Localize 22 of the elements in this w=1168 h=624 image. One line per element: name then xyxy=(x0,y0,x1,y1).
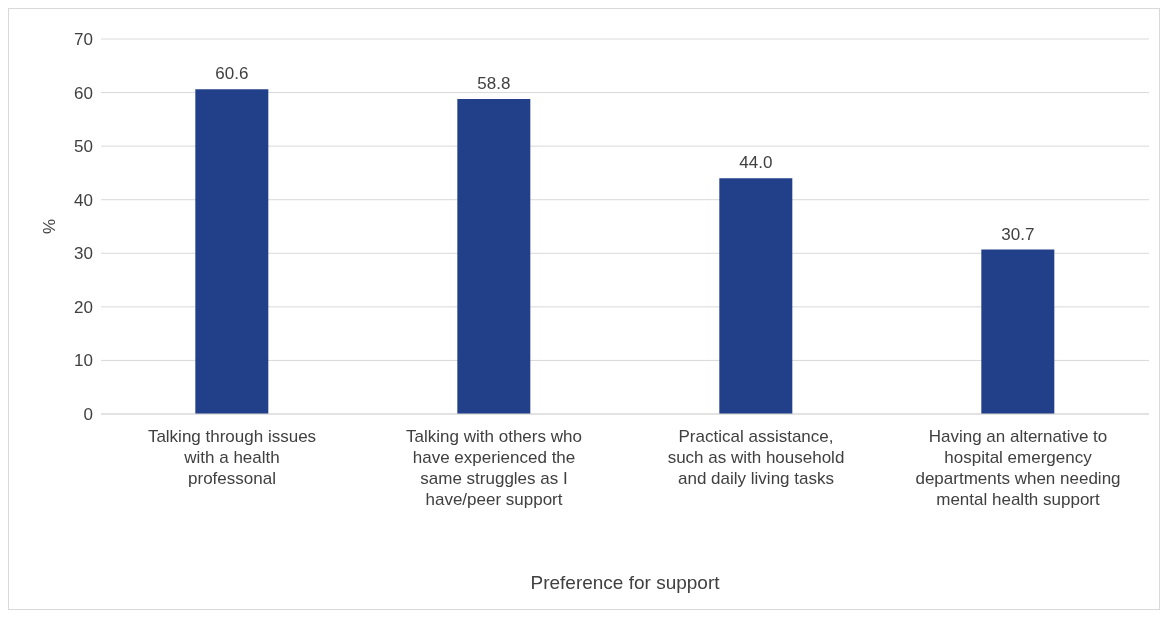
data-label: 60.6 xyxy=(215,64,249,84)
y-tick-label: 0 xyxy=(83,405,93,425)
y-tick-label: 40 xyxy=(74,190,93,210)
bar xyxy=(719,178,793,414)
y-tick-label: 20 xyxy=(74,297,93,317)
data-label: 44.0 xyxy=(739,153,773,173)
y-tick-label: 10 xyxy=(74,351,93,371)
bar xyxy=(195,89,269,414)
y-tick-label: 60 xyxy=(74,83,93,103)
data-label: 58.8 xyxy=(477,74,511,93)
x-tick-label: Practical assistance, such as with household and daily living tasks xyxy=(667,427,845,488)
y-axis-title: % xyxy=(40,218,60,235)
y-tick-label: 30 xyxy=(74,244,93,264)
x-tick-label: Having an alternative to hospital emergency departments when needing mental health support xyxy=(915,427,1121,509)
y-tick-label: 70 xyxy=(74,30,93,50)
x-axis-title: Preference for support xyxy=(530,572,721,593)
x-tick-label: Talking with others who have experienced the same struggles as I have/peer support xyxy=(406,427,582,509)
bar xyxy=(457,99,531,414)
y-tick-label: 50 xyxy=(74,137,93,157)
x-tick-label: Talking through issues with a health professonal xyxy=(147,427,317,488)
data-label: 30.7 xyxy=(1001,224,1035,244)
bar xyxy=(981,249,1055,414)
